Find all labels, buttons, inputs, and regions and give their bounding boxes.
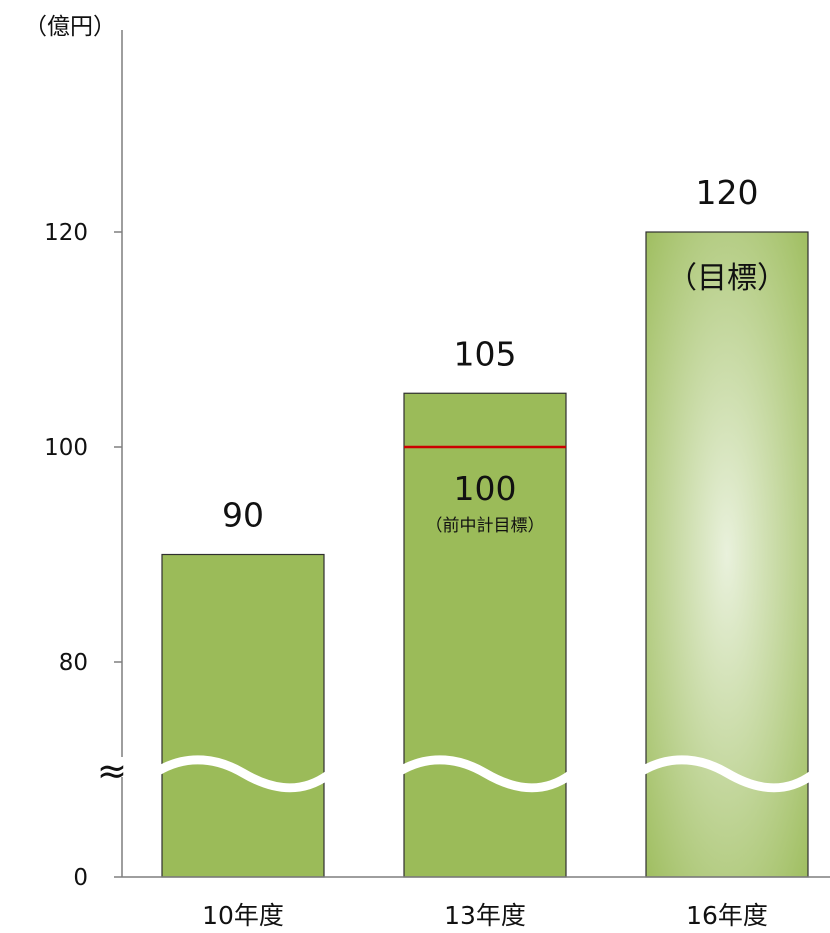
x-tick-label-3: 16年度 — [686, 901, 768, 930]
y-tick-label-80: 80 — [59, 650, 88, 676]
bar-note-3: （目標） — [667, 261, 787, 296]
bar-2 — [403, 392, 567, 878]
labels-layer: 0 80 100 120 ≈10年度 13年度 16年度 90 105 120 （目標） 100 （前中… — [44, 173, 787, 930]
y-tick-label-120: 120 — [44, 220, 88, 246]
bar-1 — [161, 553, 325, 878]
reference-line-note: （前中計目標） — [426, 516, 545, 536]
data-label-2: 105 — [454, 334, 517, 373]
y-axis-unit-label: （億円） — [24, 14, 116, 40]
y-axis-break-gap — [118, 757, 126, 777]
axis-layer — [114, 30, 830, 878]
axis-break-wave-2 — [395, 755, 575, 793]
reference-line-label: 100 — [454, 469, 517, 508]
x-tick-label-2: 13年度 — [444, 901, 526, 930]
data-label-1: 90 — [222, 496, 264, 535]
bar-3 — [645, 231, 809, 878]
x-tick-label-1: 10年度 — [202, 901, 284, 930]
axis-break-wave-1 — [153, 755, 333, 793]
data-label-3: 120 — [696, 173, 759, 212]
bars-layer — [161, 231, 809, 878]
axis-break-wave-3 — [637, 755, 817, 793]
axis-break-layer — [153, 755, 817, 793]
y-axis-break-symbol: ≈ — [97, 751, 127, 792]
y-tick-label-0: 0 — [73, 865, 88, 891]
y-tick-label-100: 100 — [44, 435, 88, 461]
